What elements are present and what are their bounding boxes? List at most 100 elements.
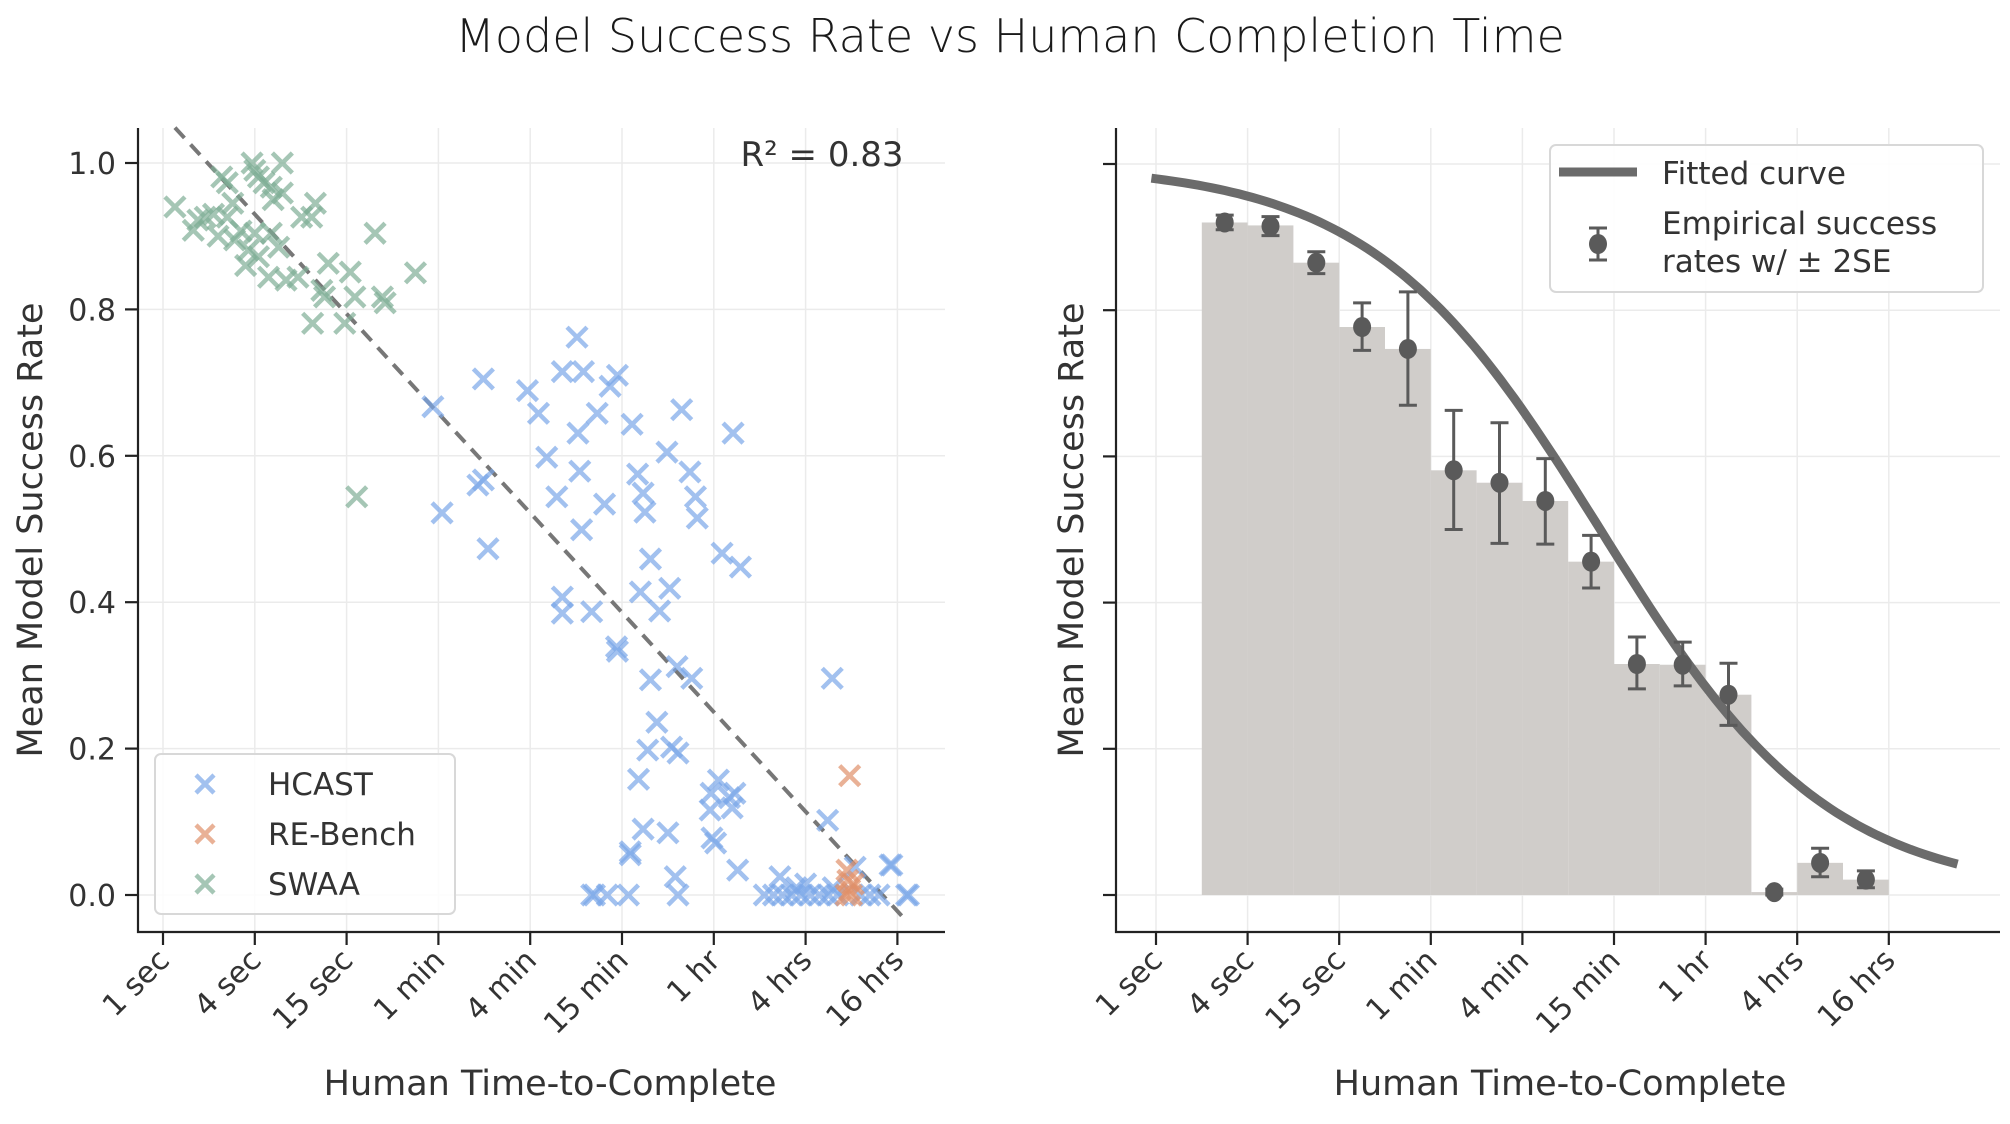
right-x-tick-label: 15 min	[1529, 943, 1627, 1041]
left-x-tick-label: 1 hr	[660, 942, 728, 1010]
left-x-axis-label: Human Time-to-Complete	[324, 1064, 777, 1104]
scatter-point-hcast	[816, 808, 840, 832]
scatter-point-swaa	[373, 291, 397, 315]
right-bars	[1201, 222, 1889, 896]
bin-bar	[1201, 222, 1248, 896]
scatter-point-swaa	[345, 485, 369, 509]
left-scatter-points	[163, 151, 921, 907]
scatter-point-swaa	[270, 151, 294, 175]
scatter-point-hcast	[592, 492, 617, 516]
scatter-point-swaa	[243, 158, 267, 182]
scatter-point-hcast	[636, 738, 660, 762]
empirical-point	[1215, 212, 1234, 233]
point-marker	[1398, 338, 1417, 359]
scatter-point-swaa	[300, 205, 324, 229]
left-y-tick-label: 0.8	[68, 293, 116, 328]
scatter-point-hcast	[550, 360, 574, 384]
scatter-point-hcast	[476, 537, 500, 561]
scatter-point-hcast	[683, 485, 708, 509]
point-marker	[1673, 654, 1692, 675]
empirical-point	[1765, 882, 1784, 903]
point-marker	[1307, 252, 1326, 273]
bin-bar	[1430, 470, 1477, 895]
scatter-point-hcast	[638, 668, 663, 692]
scatter-point-hcast	[535, 445, 559, 469]
right-legend: Fitted curve Empirical success rates w/ …	[1549, 144, 1984, 293]
right-x-tick-label: 4 min	[1451, 943, 1536, 1028]
scatter-point-hcast	[631, 481, 655, 505]
scatter-point-hcast	[761, 883, 786, 907]
scatter-point-hcast	[515, 379, 540, 403]
scatter-point-swaa	[243, 221, 267, 245]
scatter-point-hcast	[585, 401, 609, 425]
legend-marker-re-bench-icon	[194, 823, 216, 845]
scatter-point-swaa	[259, 221, 283, 245]
point-marker	[1444, 460, 1463, 481]
scatter-point-hcast	[720, 796, 744, 820]
right-x-tick-label: 16 hrs	[1811, 943, 1903, 1035]
legend-label-hcast: HCAST	[268, 767, 374, 803]
scatter-point-swaa	[163, 195, 187, 219]
scatter-point-hcast	[794, 872, 818, 896]
bin-bar	[1659, 664, 1706, 895]
scatter-point-hcast	[645, 710, 669, 734]
scatter-point-hcast	[631, 817, 655, 841]
figure-title: Model Success Rate vs Human Completion T…	[455, 9, 1565, 63]
bin-bar	[1522, 500, 1569, 895]
left-y-tick-label: 0.0	[68, 879, 116, 914]
scatter-point-hcast	[678, 460, 702, 484]
empirical-point	[1582, 533, 1601, 590]
scatter-point-swaa	[261, 188, 285, 212]
scatter-point-hcast	[706, 768, 730, 792]
right-x-tick-label: 15 sec	[1259, 943, 1353, 1037]
fitted-curve	[1150, 173, 1959, 869]
scatter-point-hcast	[620, 412, 644, 436]
scatter-point-hcast	[820, 666, 844, 690]
right-x-tick-label: 1 sec	[1089, 943, 1170, 1024]
scatter-point-hcast	[565, 325, 589, 349]
scatter-point-hcast	[710, 541, 734, 565]
left-regression-line-group	[173, 126, 907, 921]
scatter-point-hcast	[698, 798, 722, 822]
legend-label-re-bench: RE-Bench	[268, 817, 416, 853]
scatter-point-hcast	[721, 421, 745, 445]
scatter-point-swaa	[246, 245, 271, 269]
scatter-point-hcast	[896, 883, 921, 907]
scatter-point-hcast	[566, 421, 590, 445]
point-marker	[1582, 551, 1601, 572]
scatter-point-hcast	[752, 883, 776, 907]
scatter-point-hcast	[666, 741, 690, 765]
scatter-point-hcast	[628, 580, 652, 604]
scatter-point-swaa	[312, 285, 337, 309]
scatter-point-swaa	[286, 265, 310, 289]
scatter-point-hcast	[670, 398, 694, 422]
scatter-point-swaa	[316, 251, 340, 275]
point-marker	[1490, 472, 1509, 493]
point-marker	[1536, 490, 1555, 511]
point-marker	[1765, 882, 1784, 903]
scatter-point-swaa	[181, 218, 205, 242]
left-x-tick-label: 16 hrs	[819, 943, 911, 1035]
left-y-tick-label: 0.2	[68, 733, 116, 768]
scatter-point-swaa	[338, 260, 362, 284]
point-marker	[1353, 317, 1372, 338]
empirical-point	[1490, 421, 1509, 545]
scatter-point-hcast	[430, 501, 454, 525]
left-grid	[138, 128, 945, 932]
scatter-point-hcast	[704, 831, 728, 855]
scatter-point-hcast	[605, 363, 630, 387]
scatter-point-hcast	[685, 506, 709, 530]
right-x-tick-label: 1 hr	[1652, 942, 1720, 1010]
scatter-point-hcast	[648, 599, 672, 623]
scatter-point-swaa	[201, 202, 226, 226]
empirical-point	[1627, 635, 1646, 691]
left-x-tick-label: 1 min	[367, 943, 452, 1028]
scatter-point-hcast	[471, 367, 495, 391]
bin-bar	[1385, 348, 1431, 895]
scatter-point-hcast	[545, 485, 569, 509]
scatter-point-swaa	[363, 221, 387, 245]
right-y-axis-label: Mean Model Success Rate	[1052, 303, 1092, 758]
point-marker	[1856, 869, 1875, 890]
